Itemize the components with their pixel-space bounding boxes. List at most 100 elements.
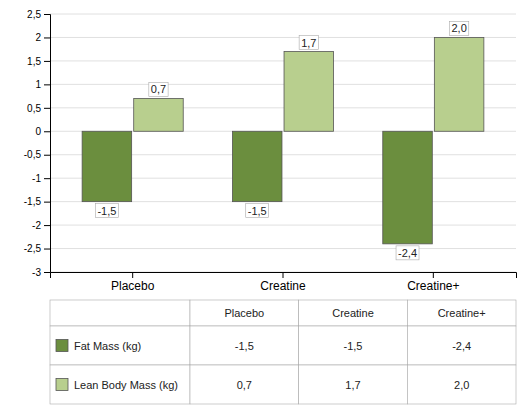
y-tick: -2 [32, 220, 50, 231]
y-tick-mark [44, 249, 50, 250]
y-tick-mark [44, 14, 50, 15]
y-tick-label: -3 [32, 267, 41, 278]
table-header: Creatine+ [438, 307, 486, 319]
table-cell [299, 300, 408, 326]
y-tick-label: -2 [32, 220, 41, 231]
y-tick-label: 2 [35, 32, 41, 43]
data-label-box [396, 246, 419, 260]
y-tick: -2,5 [24, 243, 50, 254]
y-tick: 2 [35, 32, 50, 43]
data-label-text: -1,5 [97, 205, 116, 217]
table-cell [190, 300, 299, 326]
y-tick: 2,5 [27, 9, 50, 20]
bar [434, 37, 484, 131]
data-label: 0,7 [149, 82, 168, 96]
data-label-text: 1,7 [301, 37, 316, 49]
table-header: Creatine [332, 307, 374, 319]
table-cell [50, 300, 190, 326]
data-label: 1,7 [299, 36, 318, 50]
bars [82, 37, 484, 243]
data-label: -2,4 [396, 246, 419, 260]
x-tick: Placebo [111, 272, 155, 293]
data-labels: -1,5 -1,5 -2,4 0,7 1,7 2,0 [95, 21, 468, 259]
y-tick-label: 1,5 [27, 56, 41, 67]
table-value: 1,7 [345, 379, 360, 391]
legend-swatch [56, 379, 68, 391]
bar [82, 131, 132, 201]
series [134, 37, 484, 131]
y-tick: -3 [32, 267, 50, 278]
data-label-text: -2,4 [398, 247, 417, 259]
table-cell [299, 365, 408, 404]
table-value: 0,7 [237, 379, 252, 391]
y-tick: 1 [35, 79, 50, 90]
grid-line [50, 225, 516, 226]
y-tick-label: -2,5 [24, 243, 42, 254]
y-tick: 0,5 [27, 103, 50, 114]
grid-line [50, 14, 516, 15]
plot: -3 -2,5 -2 -1,5 -1 -0,5 0 0,5 1 1,5 2 2,5 Placebo Cre… [24, 9, 517, 293]
y-tick-label: 0,5 [27, 103, 41, 114]
y-tick-label: 1 [35, 79, 41, 90]
table-cell [50, 326, 190, 365]
x-tick-mark [283, 272, 284, 278]
x-tick-label: Placebo [111, 279, 155, 293]
bar [134, 98, 184, 131]
x-tick: Creatine+ [407, 272, 459, 293]
y-tick-label: 2,5 [27, 9, 41, 20]
series [82, 131, 432, 244]
y-tick-label: -0,5 [24, 149, 42, 160]
y-tick-mark [44, 272, 50, 273]
table-cell [190, 365, 299, 404]
data-label-box [299, 36, 318, 50]
table-value: -1,5 [235, 340, 254, 352]
table-header: Placebo [224, 307, 264, 319]
y-tick: 1,5 [27, 56, 50, 67]
table-cell [299, 326, 408, 365]
y-tick-mark [44, 155, 50, 156]
table-value: 2,0 [454, 379, 469, 391]
data-label: -1,5 [95, 204, 118, 218]
table-cell [50, 365, 190, 404]
y-tick-mark [44, 84, 50, 85]
y-tick: -1 [32, 173, 50, 184]
y-tick-mark [44, 131, 50, 132]
x-tick-label: Creatine+ [407, 279, 459, 293]
grid [50, 14, 516, 272]
bar [232, 131, 282, 201]
y-tick-mark [44, 108, 50, 109]
data-label-text: -1,5 [248, 205, 267, 217]
y-tick-label: -1 [32, 173, 41, 184]
chart: -3 -2,5 -2 -1,5 -1 -0,5 0 0,5 1 1,5 2 2,5 Placebo Cre… [0, 0, 532, 409]
data-label: 2,0 [449, 21, 468, 35]
table-cell [190, 326, 299, 365]
table: Placebo Creatine Creatine+ Fat Mass (kg) -1,… [50, 300, 516, 404]
grid-line [50, 248, 516, 249]
x-tick-label: Creatine [260, 279, 306, 293]
x-axis-line [51, 273, 517, 279]
y-tick: -0,5 [24, 149, 50, 160]
x-axis: Placebo Creatine Creatine+ [51, 272, 517, 293]
y-tick-label: -1,5 [24, 196, 42, 207]
bar [284, 52, 334, 132]
data-label-box [449, 21, 468, 35]
legend-swatch [56, 340, 68, 352]
table-cell [407, 365, 516, 404]
legend-label: Lean Body Mass (kg) [74, 379, 178, 391]
legend-label: Fat Mass (kg) [74, 340, 141, 352]
y-tick-label: 0 [35, 126, 41, 137]
data-label-box [95, 204, 118, 218]
data-label: -1,5 [246, 204, 269, 218]
table-cell [407, 300, 516, 326]
data-label-box [149, 82, 168, 96]
y-tick-mark [44, 37, 50, 38]
data-label-text: 0,7 [151, 83, 166, 95]
y-tick: 0 [35, 126, 50, 137]
table-value: -1,5 [344, 340, 363, 352]
y-axis-line [44, 15, 51, 273]
x-tick-mark [433, 272, 434, 278]
x-tick: Creatine [260, 272, 306, 293]
y-tick-mark [44, 225, 50, 226]
y-tick-mark [44, 61, 50, 62]
y-tick-mark [44, 178, 50, 179]
